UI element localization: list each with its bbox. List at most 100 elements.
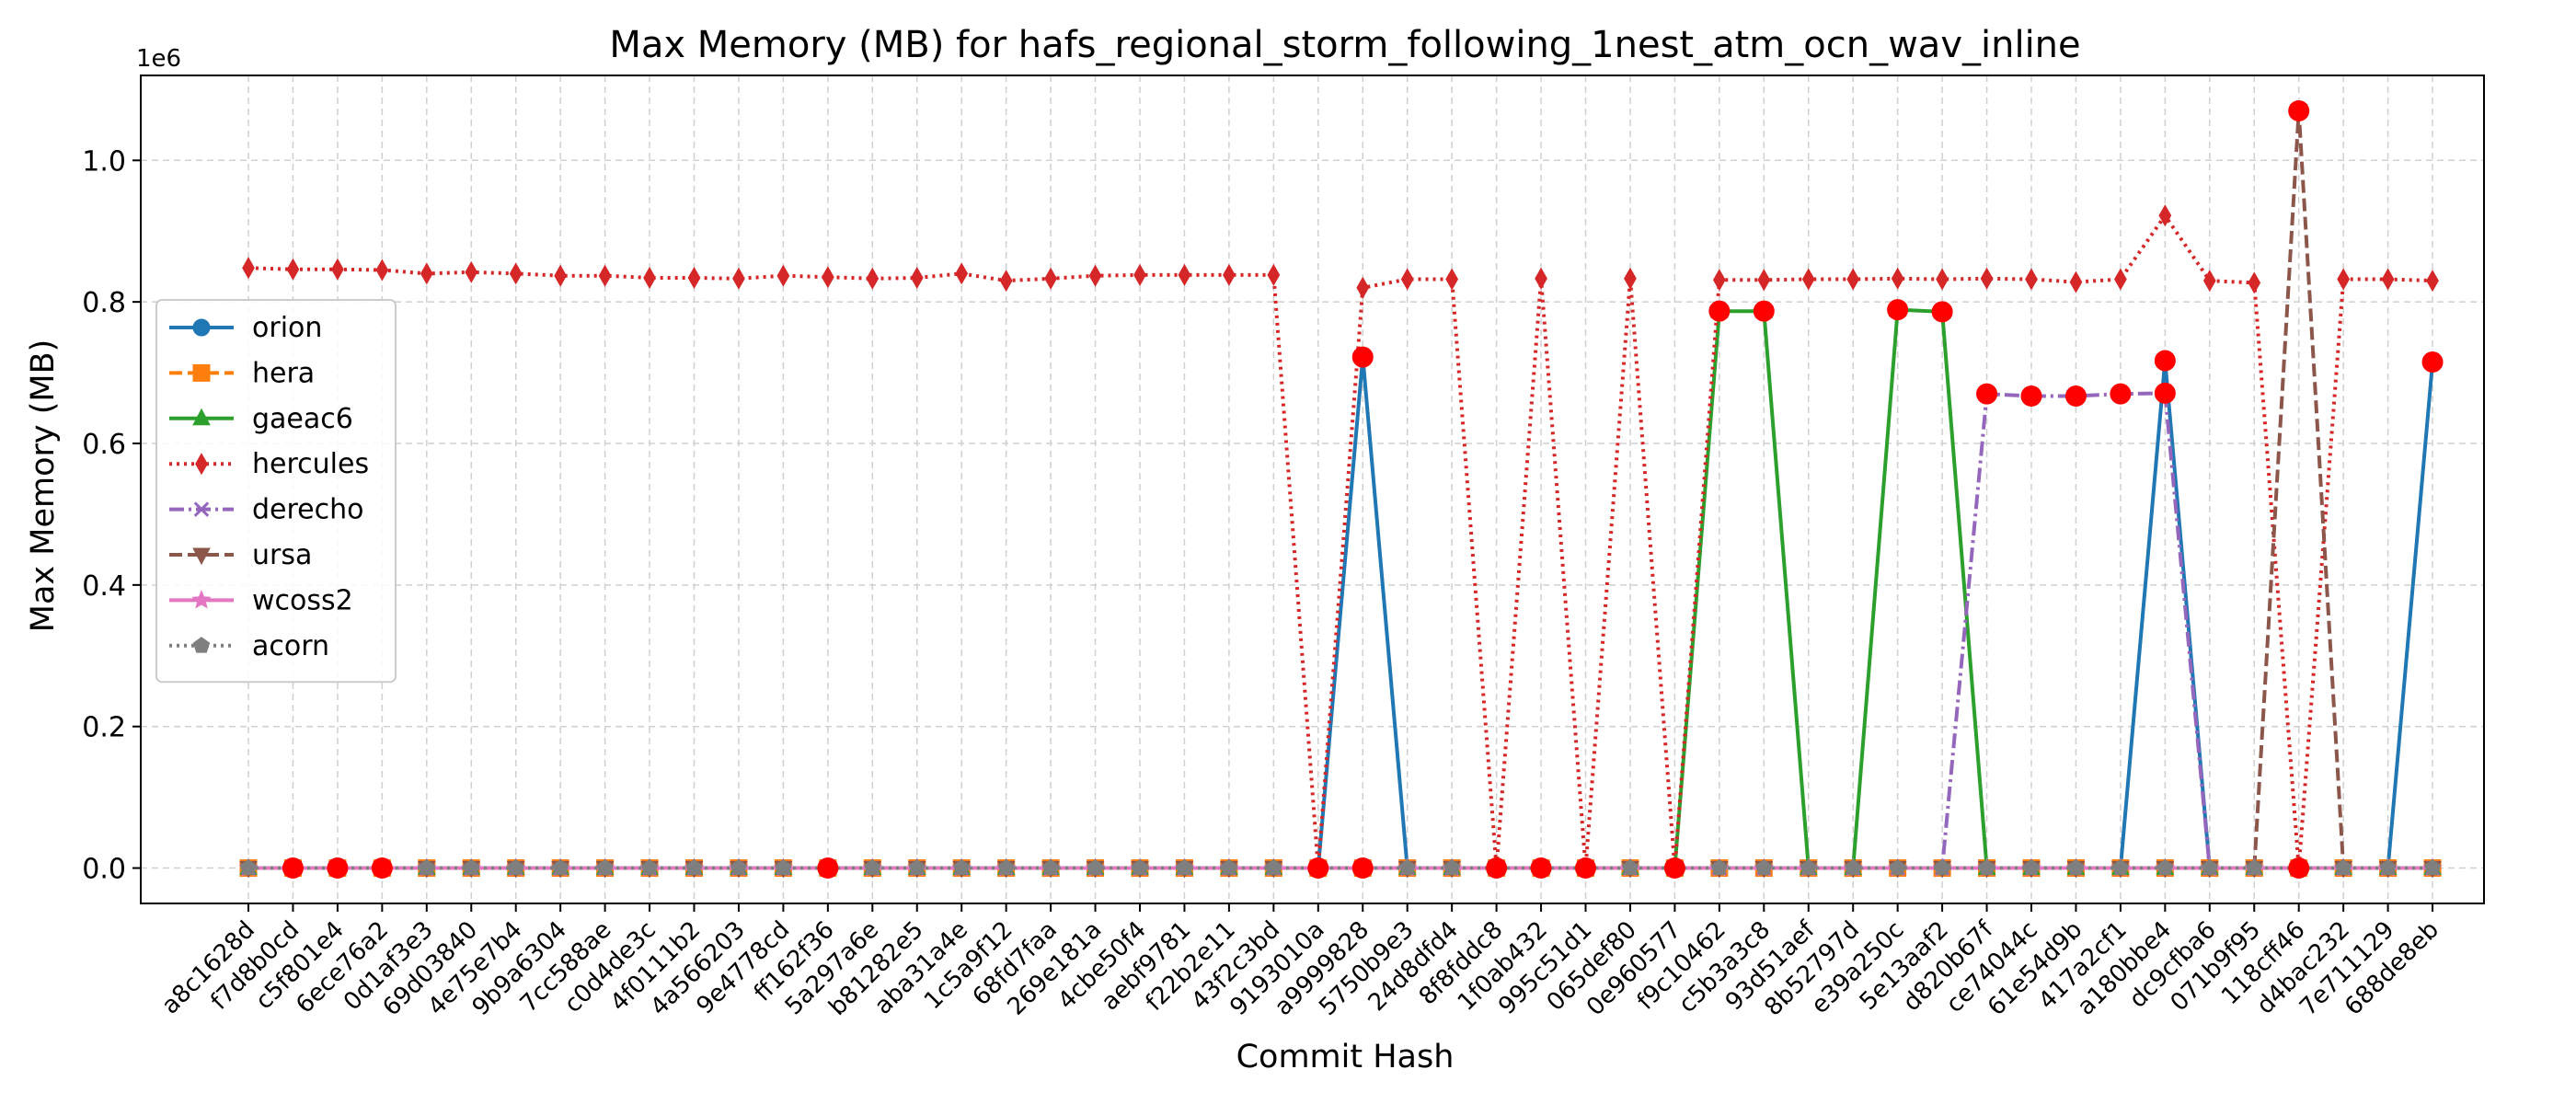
highlight-point (2020, 385, 2042, 407)
data-point-hercules (1624, 267, 1637, 290)
data-point-hercules (1400, 268, 1414, 291)
data-point-acorn (2022, 858, 2041, 876)
x-axis-label: Commit Hash (1236, 1039, 1455, 1075)
data-point-acorn (2201, 858, 2218, 876)
data-point-acorn (1978, 858, 1995, 876)
highlight-point (2421, 351, 2444, 374)
highlight-point (2288, 99, 2310, 121)
data-point-hercules (465, 260, 478, 283)
data-point-acorn (775, 858, 792, 876)
legend-item-hercules: hercules (169, 448, 369, 480)
legend-marker-ursa (192, 547, 211, 566)
highlight-point (1530, 857, 1552, 880)
data-point-acorn (552, 858, 569, 876)
data-point-acorn (1889, 858, 1906, 876)
data-point-hercules (598, 264, 612, 287)
highlight-point (1753, 300, 1775, 322)
data-point-hercules (2158, 204, 2172, 227)
data-point-acorn (685, 858, 703, 876)
series-gaeac6 (239, 299, 2442, 876)
data-point-acorn (2379, 858, 2397, 876)
highlight-point (817, 857, 839, 880)
legend-label-ursa: ursa (252, 539, 312, 571)
data-point-acorn (640, 858, 659, 876)
highlight-point (1976, 383, 1998, 405)
data-point-hercules (2025, 268, 2038, 291)
highlight-point (1575, 857, 1596, 880)
highlight-point (2064, 385, 2087, 407)
data-point-hercules (2202, 270, 2216, 293)
data-point-hercules (509, 262, 523, 285)
data-point-acorn (1176, 858, 1193, 876)
data-point-acorn (1265, 858, 1282, 876)
series-line-hercules (247, 213, 2433, 870)
data-point-acorn (864, 858, 881, 876)
data-point-acorn (997, 858, 1015, 876)
data-point-acorn (418, 858, 435, 876)
highlight-point (1307, 857, 1329, 880)
data-point-acorn (1800, 858, 1817, 876)
legend-marker-gaeac6 (192, 408, 211, 426)
highlight-point (1351, 857, 1374, 880)
data-point-hercules (732, 267, 745, 290)
data-point-hercules (1356, 276, 1370, 299)
data-point-hercules (1846, 268, 1860, 291)
series-hercules (242, 204, 2439, 880)
legend-item-gaeac6: gaeac6 (169, 403, 353, 435)
data-point-hercules (331, 258, 344, 281)
legend-item-orion: orion (169, 312, 322, 344)
data-point-acorn (2423, 858, 2442, 876)
y-tick-label: 0.8 (82, 287, 126, 319)
data-point-acorn (1621, 858, 1639, 876)
y-tick-label: 0.0 (82, 854, 126, 886)
highlight-point (282, 857, 304, 880)
data-point-hercules (1801, 268, 1815, 291)
data-point-acorn (2246, 858, 2263, 876)
data-point-hercules (242, 257, 255, 280)
data-point-hercules (1535, 267, 1547, 290)
data-point-hercules (910, 266, 924, 290)
data-point-acorn (2067, 858, 2085, 876)
data-point-acorn (1398, 858, 1416, 876)
data-point-hercules (1445, 268, 1459, 291)
data-point-hercules (1178, 263, 1191, 286)
legend-label-wcoss2: wcoss2 (252, 584, 353, 616)
chart-title: Max Memory (MB) for hafs_regional_storm_… (609, 24, 2080, 66)
data-point-hercules (2426, 270, 2439, 293)
data-point-hercules (687, 266, 701, 290)
series-line-orion (248, 355, 2435, 870)
legend: orion hera gaeac6 hercules derecho ursa wcoss2… (155, 299, 397, 684)
legend-label-hercules: hercules (252, 448, 369, 480)
legend-item-hera: hera (169, 357, 315, 389)
data-point-hercules (554, 264, 568, 287)
data-point-acorn (1131, 858, 1149, 876)
legend-marker-derecho-stroke (193, 501, 210, 517)
data-point-hercules (1891, 267, 1904, 290)
data-point-acorn (507, 858, 524, 876)
data-point-hercules (2248, 271, 2261, 294)
legend-marker-acorn (192, 637, 211, 653)
data-point-hercules (866, 267, 880, 290)
series-line-ursa (248, 109, 2433, 870)
legend-item-acorn: acorn (169, 630, 329, 662)
data-point-hercules (2114, 268, 2127, 291)
highlight-point (2110, 383, 2132, 405)
legend-marker-orion (192, 318, 211, 337)
data-point-acorn (1087, 858, 1104, 876)
data-point-acorn (730, 858, 748, 876)
y-tick-label: 1.0 (82, 145, 126, 178)
y-tick-label: 0.2 (82, 712, 126, 744)
legend-label-derecho: derecho (252, 494, 364, 526)
highlight-point (1931, 301, 1953, 323)
data-point-hercules (1757, 269, 1771, 292)
highlight-point (2154, 350, 2176, 372)
data-point-hercules (999, 270, 1013, 293)
series-ursa (239, 103, 2442, 879)
data-point-hercules (375, 259, 389, 282)
legend-label-hera: hera (252, 357, 315, 389)
highlight-point (371, 857, 393, 880)
legend-item-wcoss2: wcoss2 (169, 584, 353, 616)
highlight-point (1486, 857, 1508, 880)
legend-item-ursa: ursa (169, 539, 312, 571)
